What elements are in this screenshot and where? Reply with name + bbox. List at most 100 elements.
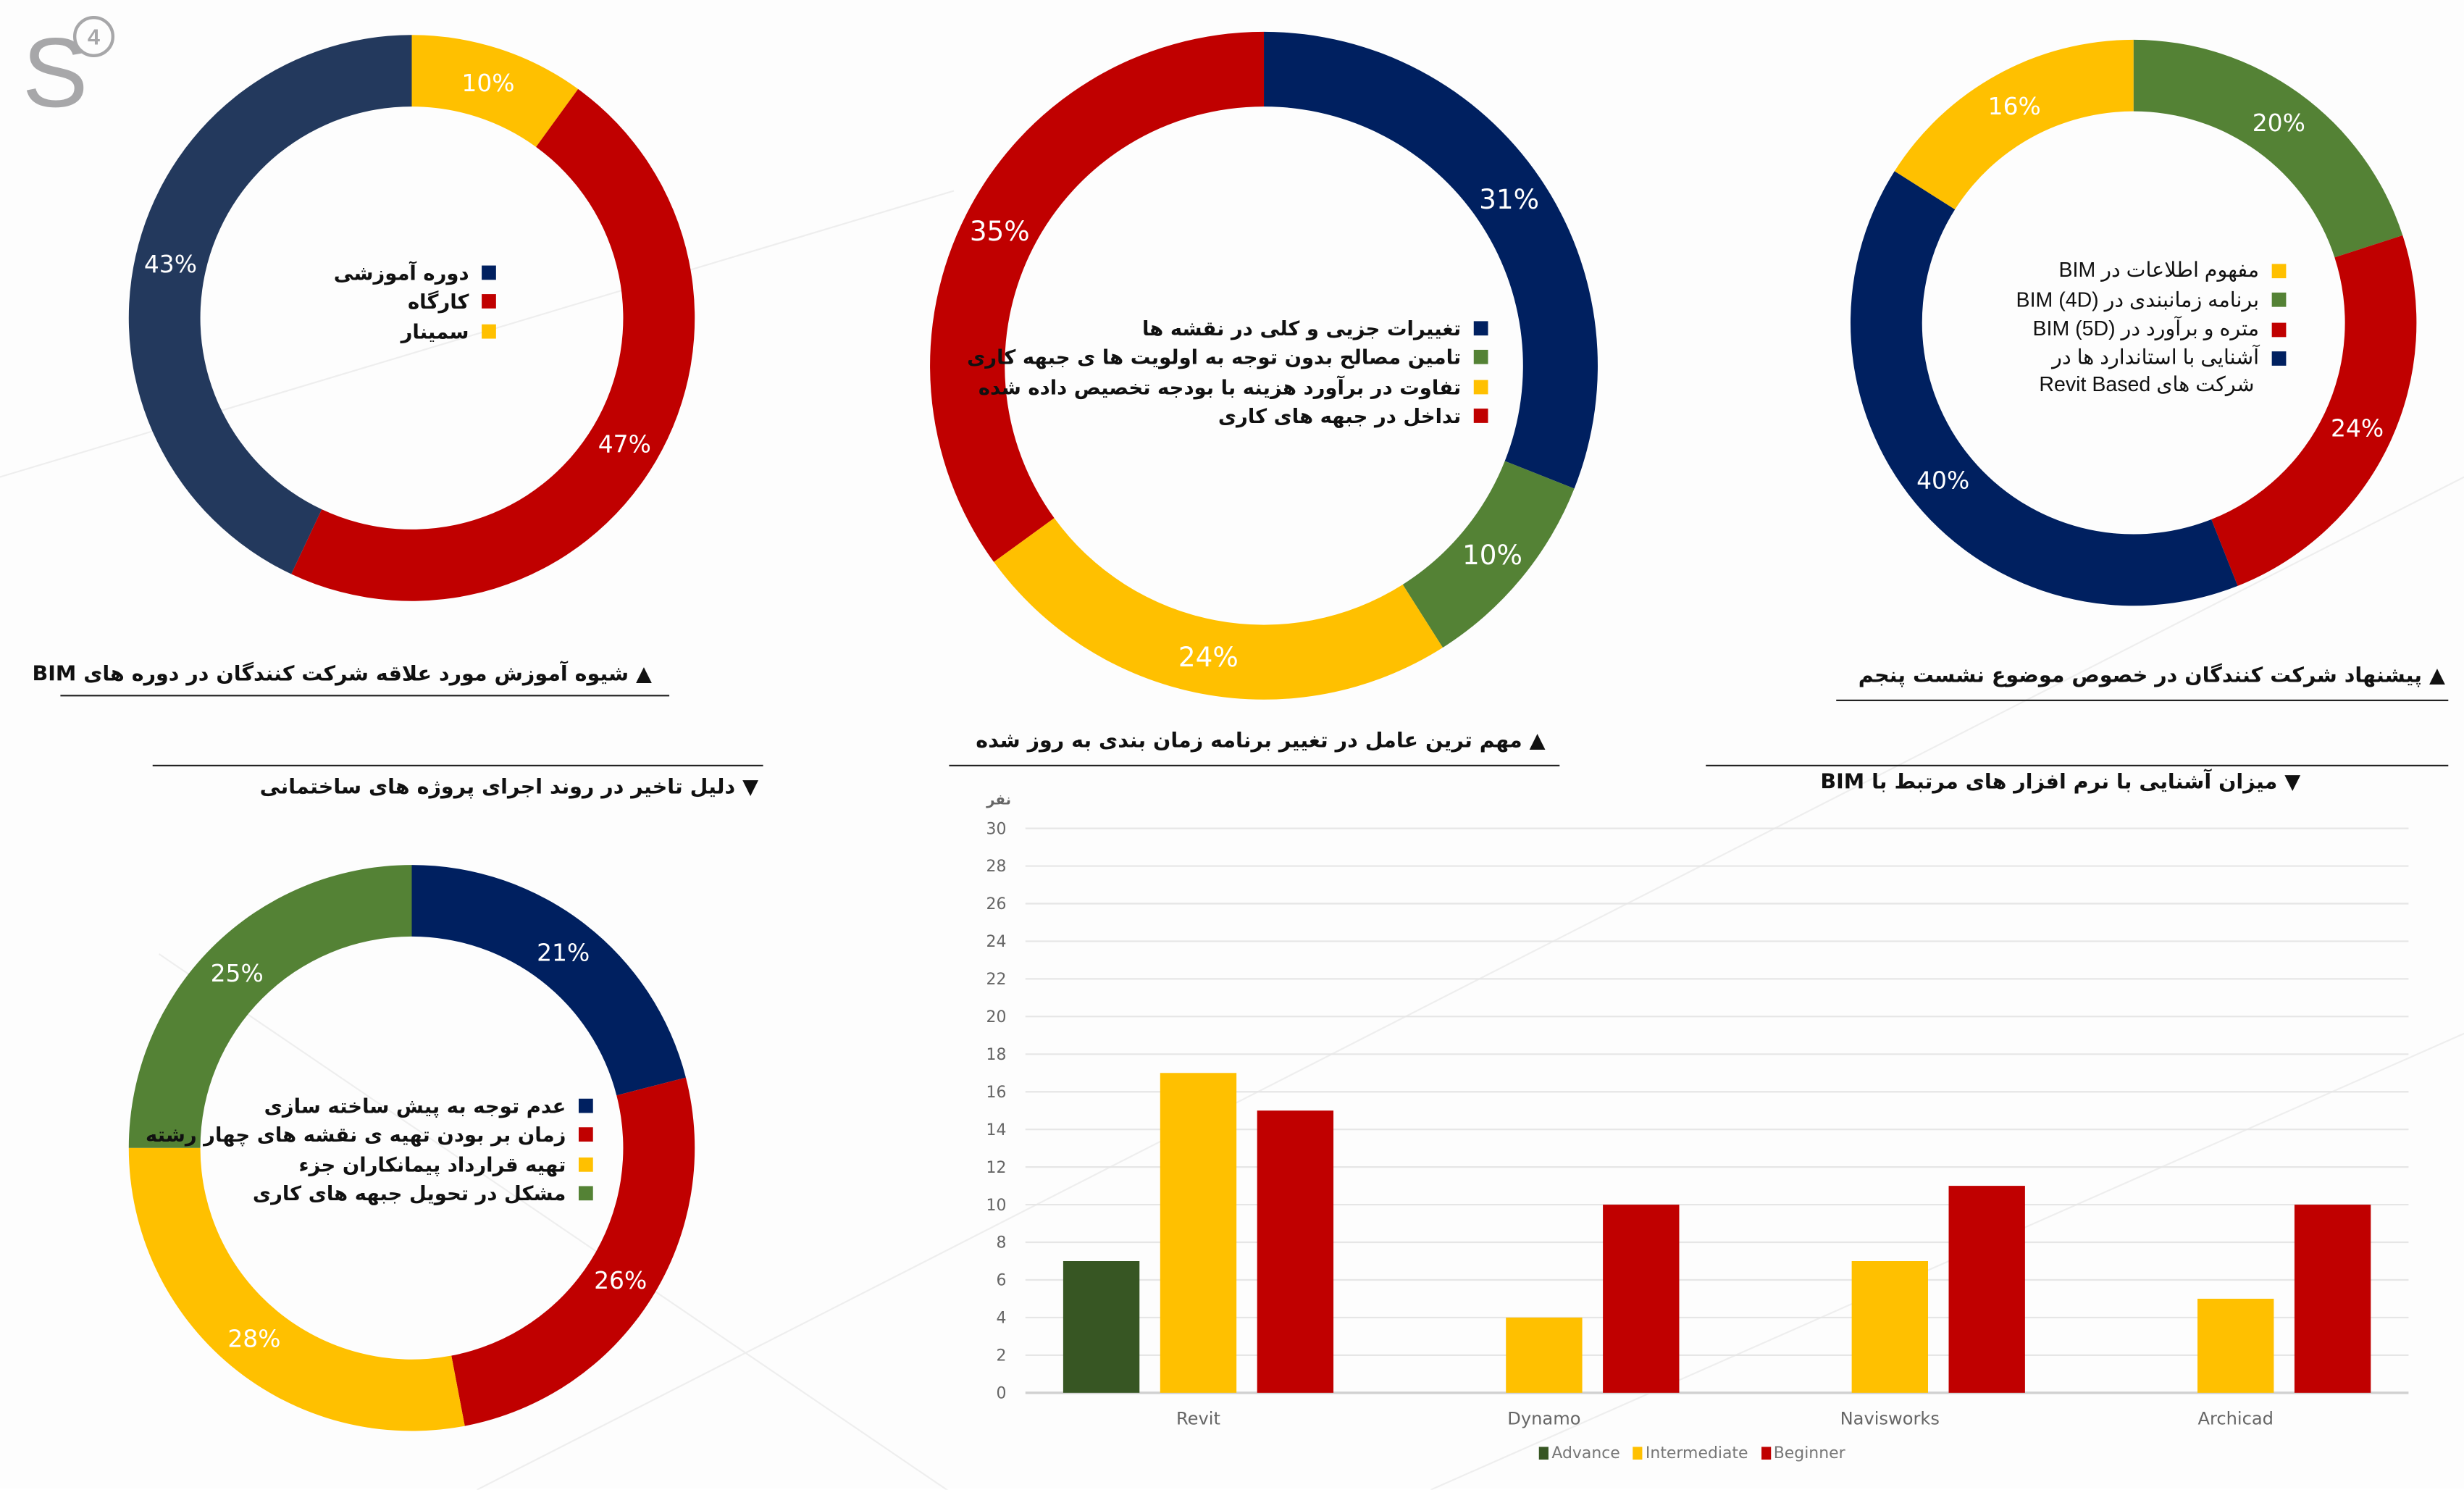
y-tick-label: 8 <box>996 1234 1006 1252</box>
slice-value-label: 16% <box>1988 92 2041 120</box>
donut-slice <box>128 865 412 1148</box>
donut-slice <box>1402 461 1575 648</box>
chart2-underline <box>949 764 1560 767</box>
legend-label: زمان بر بودن تهیه ی نقشه های چهار رشته <box>146 1123 566 1147</box>
legend-label: برنامه زمانبندی در BIM (4D) <box>2016 287 2260 311</box>
legend-label: تداخل در جبهه های کاری <box>1218 404 1462 429</box>
legend-item: زمان بر بودن تهیه ی نقشه های چهار رشته <box>146 1120 593 1150</box>
donut-slice <box>994 518 1443 700</box>
legend-item-beginner: Beginner <box>1761 1445 1845 1462</box>
chart4-title: ▼ دلیل تاخیر در روند اجرای پروژه های ساخ… <box>260 776 758 800</box>
legend-item: دوره آموزشی <box>334 258 496 288</box>
chart1-legend: دوره آموزشی کارگاه سمینار <box>334 258 496 346</box>
y-tick-label: 12 <box>986 1159 1007 1177</box>
legend-item-continued: شرکت های Revit Based <box>2016 372 2287 398</box>
chart4-underline <box>152 764 763 767</box>
legend-item: عدم توجه به پیش ساخته سازی <box>146 1091 593 1121</box>
legend-swatch <box>578 1186 593 1201</box>
bar-chart-legend: Advance Intermediate Beginner <box>1538 1445 1845 1462</box>
legend-item: برنامه زمانبندی در BIM (4D) <box>2016 285 2287 315</box>
slice-value-label: 10% <box>1462 539 1522 571</box>
y-tick-label: 24 <box>986 933 1007 951</box>
slice-value-label: 35% <box>970 215 1030 247</box>
y-tick-label: 10 <box>986 1197 1007 1215</box>
x-tick-label: Revit <box>1176 1409 1220 1429</box>
bar-intermediate-archicad <box>2197 1298 2274 1393</box>
legend-swatch <box>1633 1447 1643 1460</box>
chart2-legend: تغییرات جزیی و کلی در نقشه ها تامین مصال… <box>967 313 1488 430</box>
legend-label: مشکل در تحویل جبهه های کاری <box>252 1181 566 1206</box>
legend-swatch <box>1473 350 1488 365</box>
logo-number: 4 <box>72 15 115 58</box>
triangle-icon: ▲ <box>1529 729 1546 754</box>
legend-item: مفهوم اطلاعات در BIM <box>2016 256 2287 285</box>
bar-intermediate-revit <box>1160 1073 1237 1393</box>
legend-label: شرکت های Revit Based <box>2039 372 2255 396</box>
donut-slice <box>411 35 579 147</box>
legend-label: Beginner <box>1773 1445 1845 1463</box>
bar-intermediate-navisworks <box>1851 1261 1928 1393</box>
legend-swatch <box>1473 409 1488 424</box>
slice-value-label: 28% <box>227 1324 280 1352</box>
legend-label: مفهوم اطلاعات در BIM <box>2058 258 2260 282</box>
slice-value-label: 40% <box>1916 466 1969 495</box>
legend-item: سمینار <box>334 317 496 346</box>
chart3-title-text: پیشنهاد شرکت کنندگان در خصوص موضوع نشست … <box>1858 664 2423 689</box>
chart3-legend: مفهوم اطلاعات در BIM برنامه زمانبندی در … <box>2016 256 2287 398</box>
legend-item-advance: Advance <box>1538 1445 1620 1462</box>
triangle-icon: ▼ <box>2284 771 2301 795</box>
legend-swatch <box>2271 263 2287 278</box>
legend-item: تفاوت در برآورد هزینه با بودجه تخصیص داد… <box>967 372 1488 402</box>
y-tick-label: 4 <box>996 1310 1006 1328</box>
bar-beginner-dynamo <box>1603 1205 1680 1393</box>
slice-value-label: 24% <box>2331 414 2384 442</box>
bar-beginner-revit <box>1257 1110 1334 1393</box>
donut-chart-2: 31% 10% 24% 35% <box>930 31 1598 700</box>
donut-slice <box>451 1077 695 1426</box>
chart2-title: ▲ مهم ترین عامل در تغییر برنامه زمان بند… <box>976 730 1545 754</box>
legend-swatch <box>2271 322 2287 337</box>
legend-label: تغییرات جزیی و کلی در نقشه ها <box>1141 316 1462 340</box>
donut-slice <box>2211 235 2417 586</box>
x-tick-label: Navisworks <box>1840 1409 1940 1429</box>
s4-logo: S 4 <box>19 15 115 127</box>
donut-chart-1: 10% 47% 43% <box>128 35 695 601</box>
y-tick-label: 26 <box>986 895 1007 913</box>
legend-item: آشنایی با استاندارد ها در <box>2016 344 2287 371</box>
y-tick-label: 14 <box>986 1121 1007 1139</box>
legend-swatch <box>482 294 496 309</box>
slice-value-label: 10% <box>461 69 514 97</box>
triangle-icon: ▲ <box>636 663 652 687</box>
x-tick-label: Dynamo <box>1507 1409 1580 1429</box>
slice-value-label: 26% <box>594 1266 647 1294</box>
legend-label: متره و برآورد در BIM (5D) <box>2032 317 2260 341</box>
donut-slice <box>291 88 695 601</box>
legend-swatch <box>578 1127 593 1142</box>
slice-value-label: 47% <box>598 430 651 458</box>
donut-slice <box>1264 31 1598 489</box>
y-tick-label: 6 <box>996 1272 1006 1290</box>
y-tick-label: 0 <box>996 1385 1006 1403</box>
y-tick-label: 2 <box>996 1347 1006 1365</box>
slice-value-label: 20% <box>2253 109 2305 137</box>
donut-slice <box>128 35 412 574</box>
legend-item: تغییرات جزیی و کلی در نقشه ها <box>967 313 1488 343</box>
slice-value-label: 21% <box>537 939 590 967</box>
legend-item-intermediate: Intermediate <box>1633 1445 1748 1462</box>
y-axis-label: نفر <box>986 792 1011 808</box>
legend-swatch <box>1538 1447 1549 1460</box>
y-tick-label: 16 <box>986 1084 1007 1102</box>
chart3-underline <box>1836 699 2449 702</box>
legend-swatch <box>578 1098 593 1113</box>
legend-label: تهیه قرارداد پیمانکاران جزء <box>298 1152 566 1176</box>
chart5-title-text: میزان آشنایی با نرم افزار های مرتبط با B… <box>1820 771 2278 795</box>
chart4-legend: عدم توجه به پیش ساخته سازی زمان بر بودن … <box>146 1091 593 1208</box>
legend-label: آشنایی با استاندارد ها در <box>2052 345 2260 369</box>
donut-chart-4: 21% 26% 28% 25% <box>128 865 695 1431</box>
legend-item: تامین مصالح بدون توجه به اولویت ها ی جبه… <box>967 343 1488 372</box>
legend-label: تامین مصالح بدون توجه به اولویت ها ی جبه… <box>967 345 1462 369</box>
bar-beginner-archicad <box>2294 1205 2371 1393</box>
legend-swatch <box>578 1157 593 1172</box>
bar-advance-revit <box>1063 1261 1140 1393</box>
